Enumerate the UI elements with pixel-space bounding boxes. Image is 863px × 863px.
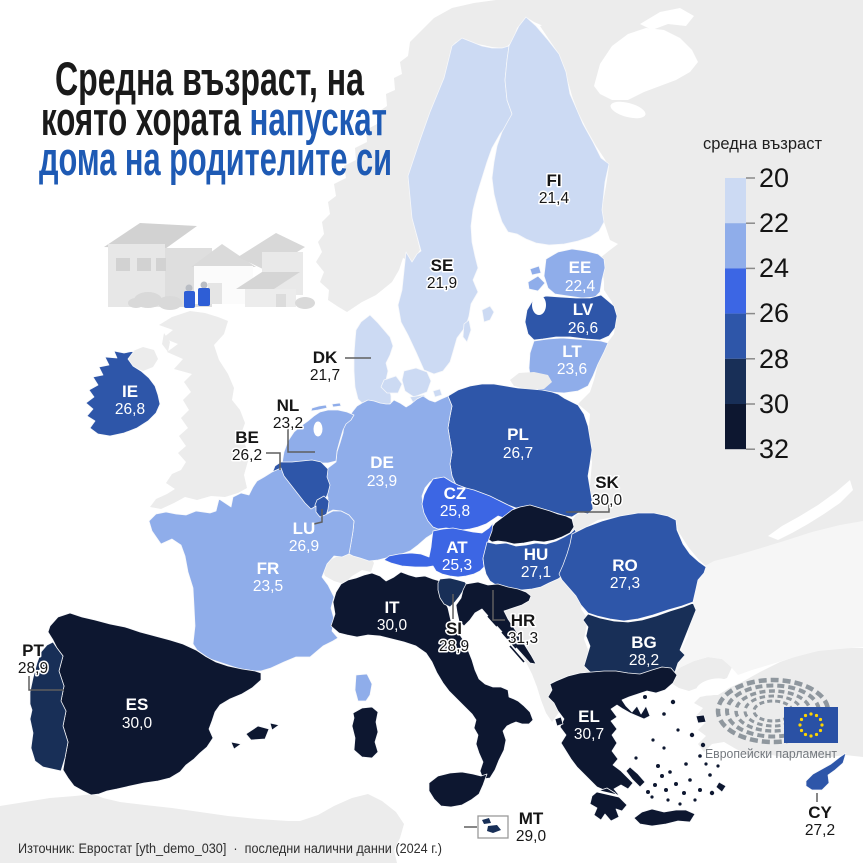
svg-text:EE: EE [569, 258, 592, 277]
svg-text:DE: DE [370, 453, 394, 472]
svg-text:28,9: 28,9 [18, 660, 48, 677]
svg-text:21,4: 21,4 [539, 190, 570, 207]
svg-text:SE: SE [431, 256, 454, 275]
svg-text:BE: BE [235, 428, 259, 447]
svg-text:23,6: 23,6 [557, 361, 587, 378]
svg-text:29,0: 29,0 [516, 828, 547, 845]
svg-text:DK: DK [313, 348, 338, 367]
svg-text:BG: BG [631, 633, 657, 652]
svg-text:26,8: 26,8 [115, 401, 145, 418]
svg-text:21,7: 21,7 [310, 367, 340, 384]
svg-text:IT: IT [384, 598, 400, 617]
svg-text:LU: LU [293, 519, 316, 538]
svg-text:MT: MT [519, 809, 544, 828]
svg-text:FI: FI [546, 171, 561, 190]
svg-text:27,3: 27,3 [610, 575, 640, 592]
svg-text:27,1: 27,1 [521, 564, 551, 581]
svg-text:30,0: 30,0 [122, 715, 153, 732]
svg-text:CZ: CZ [444, 484, 467, 503]
svg-text:22: 22 [759, 208, 789, 238]
svg-text:NL: NL [277, 396, 300, 415]
svg-text:RO: RO [612, 556, 638, 575]
svg-text:25,3: 25,3 [442, 557, 472, 574]
svg-text:30,7: 30,7 [574, 726, 604, 743]
svg-text:Европейски парламент: Европейски парламент [705, 747, 837, 761]
svg-text:31,3: 31,3 [508, 630, 538, 647]
svg-text:30,0: 30,0 [377, 617, 408, 634]
svg-text:Източник: Евростат [yth_demo_0: Източник: Евростат [yth_demo_030] · посл… [18, 841, 442, 856]
svg-text:26: 26 [759, 298, 789, 328]
svg-text:LT: LT [562, 342, 582, 361]
svg-text:AT: AT [446, 538, 468, 557]
svg-text:26,6: 26,6 [568, 320, 598, 337]
svg-text:CY: CY [808, 803, 832, 822]
svg-text:22,4: 22,4 [565, 278, 596, 295]
svg-text:EL: EL [578, 707, 600, 726]
svg-text:30,0: 30,0 [592, 492, 623, 509]
svg-text:LV: LV [573, 300, 594, 319]
svg-text:24: 24 [759, 253, 789, 283]
svg-text:която хората напускат: която хората напускат [41, 92, 387, 145]
svg-text:HU: HU [524, 545, 549, 564]
svg-text:PT: PT [22, 641, 44, 660]
svg-text:FR: FR [257, 559, 280, 578]
svg-text:25,8: 25,8 [440, 503, 470, 520]
svg-text:HR: HR [511, 611, 536, 630]
svg-text:PL: PL [507, 425, 529, 444]
svg-text:21,9: 21,9 [427, 275, 457, 292]
svg-text:23,2: 23,2 [273, 415, 303, 432]
svg-text:ES: ES [126, 695, 149, 714]
svg-text:30: 30 [759, 389, 789, 419]
svg-text:28,9: 28,9 [439, 638, 469, 655]
svg-text:32: 32 [759, 434, 789, 464]
svg-text:28: 28 [759, 344, 789, 374]
svg-text:средна възраст: средна възраст [703, 135, 822, 153]
svg-text:Средна възраст, на: Средна възраст, на [55, 52, 365, 105]
svg-text:23,5: 23,5 [253, 578, 283, 595]
svg-text:23,9: 23,9 [367, 473, 397, 490]
svg-text:26,9: 26,9 [289, 538, 319, 555]
svg-text:IE: IE [122, 382, 138, 401]
svg-text:SK: SK [595, 473, 619, 492]
svg-text:26,2: 26,2 [232, 447, 262, 464]
svg-text:27,2: 27,2 [805, 822, 835, 839]
svg-text:26,7: 26,7 [503, 445, 533, 462]
svg-text:20: 20 [759, 163, 789, 193]
svg-text:SI: SI [446, 619, 462, 638]
svg-text:дома на родителите си: дома на родителите си [39, 132, 392, 185]
svg-text:28,2: 28,2 [629, 652, 659, 669]
